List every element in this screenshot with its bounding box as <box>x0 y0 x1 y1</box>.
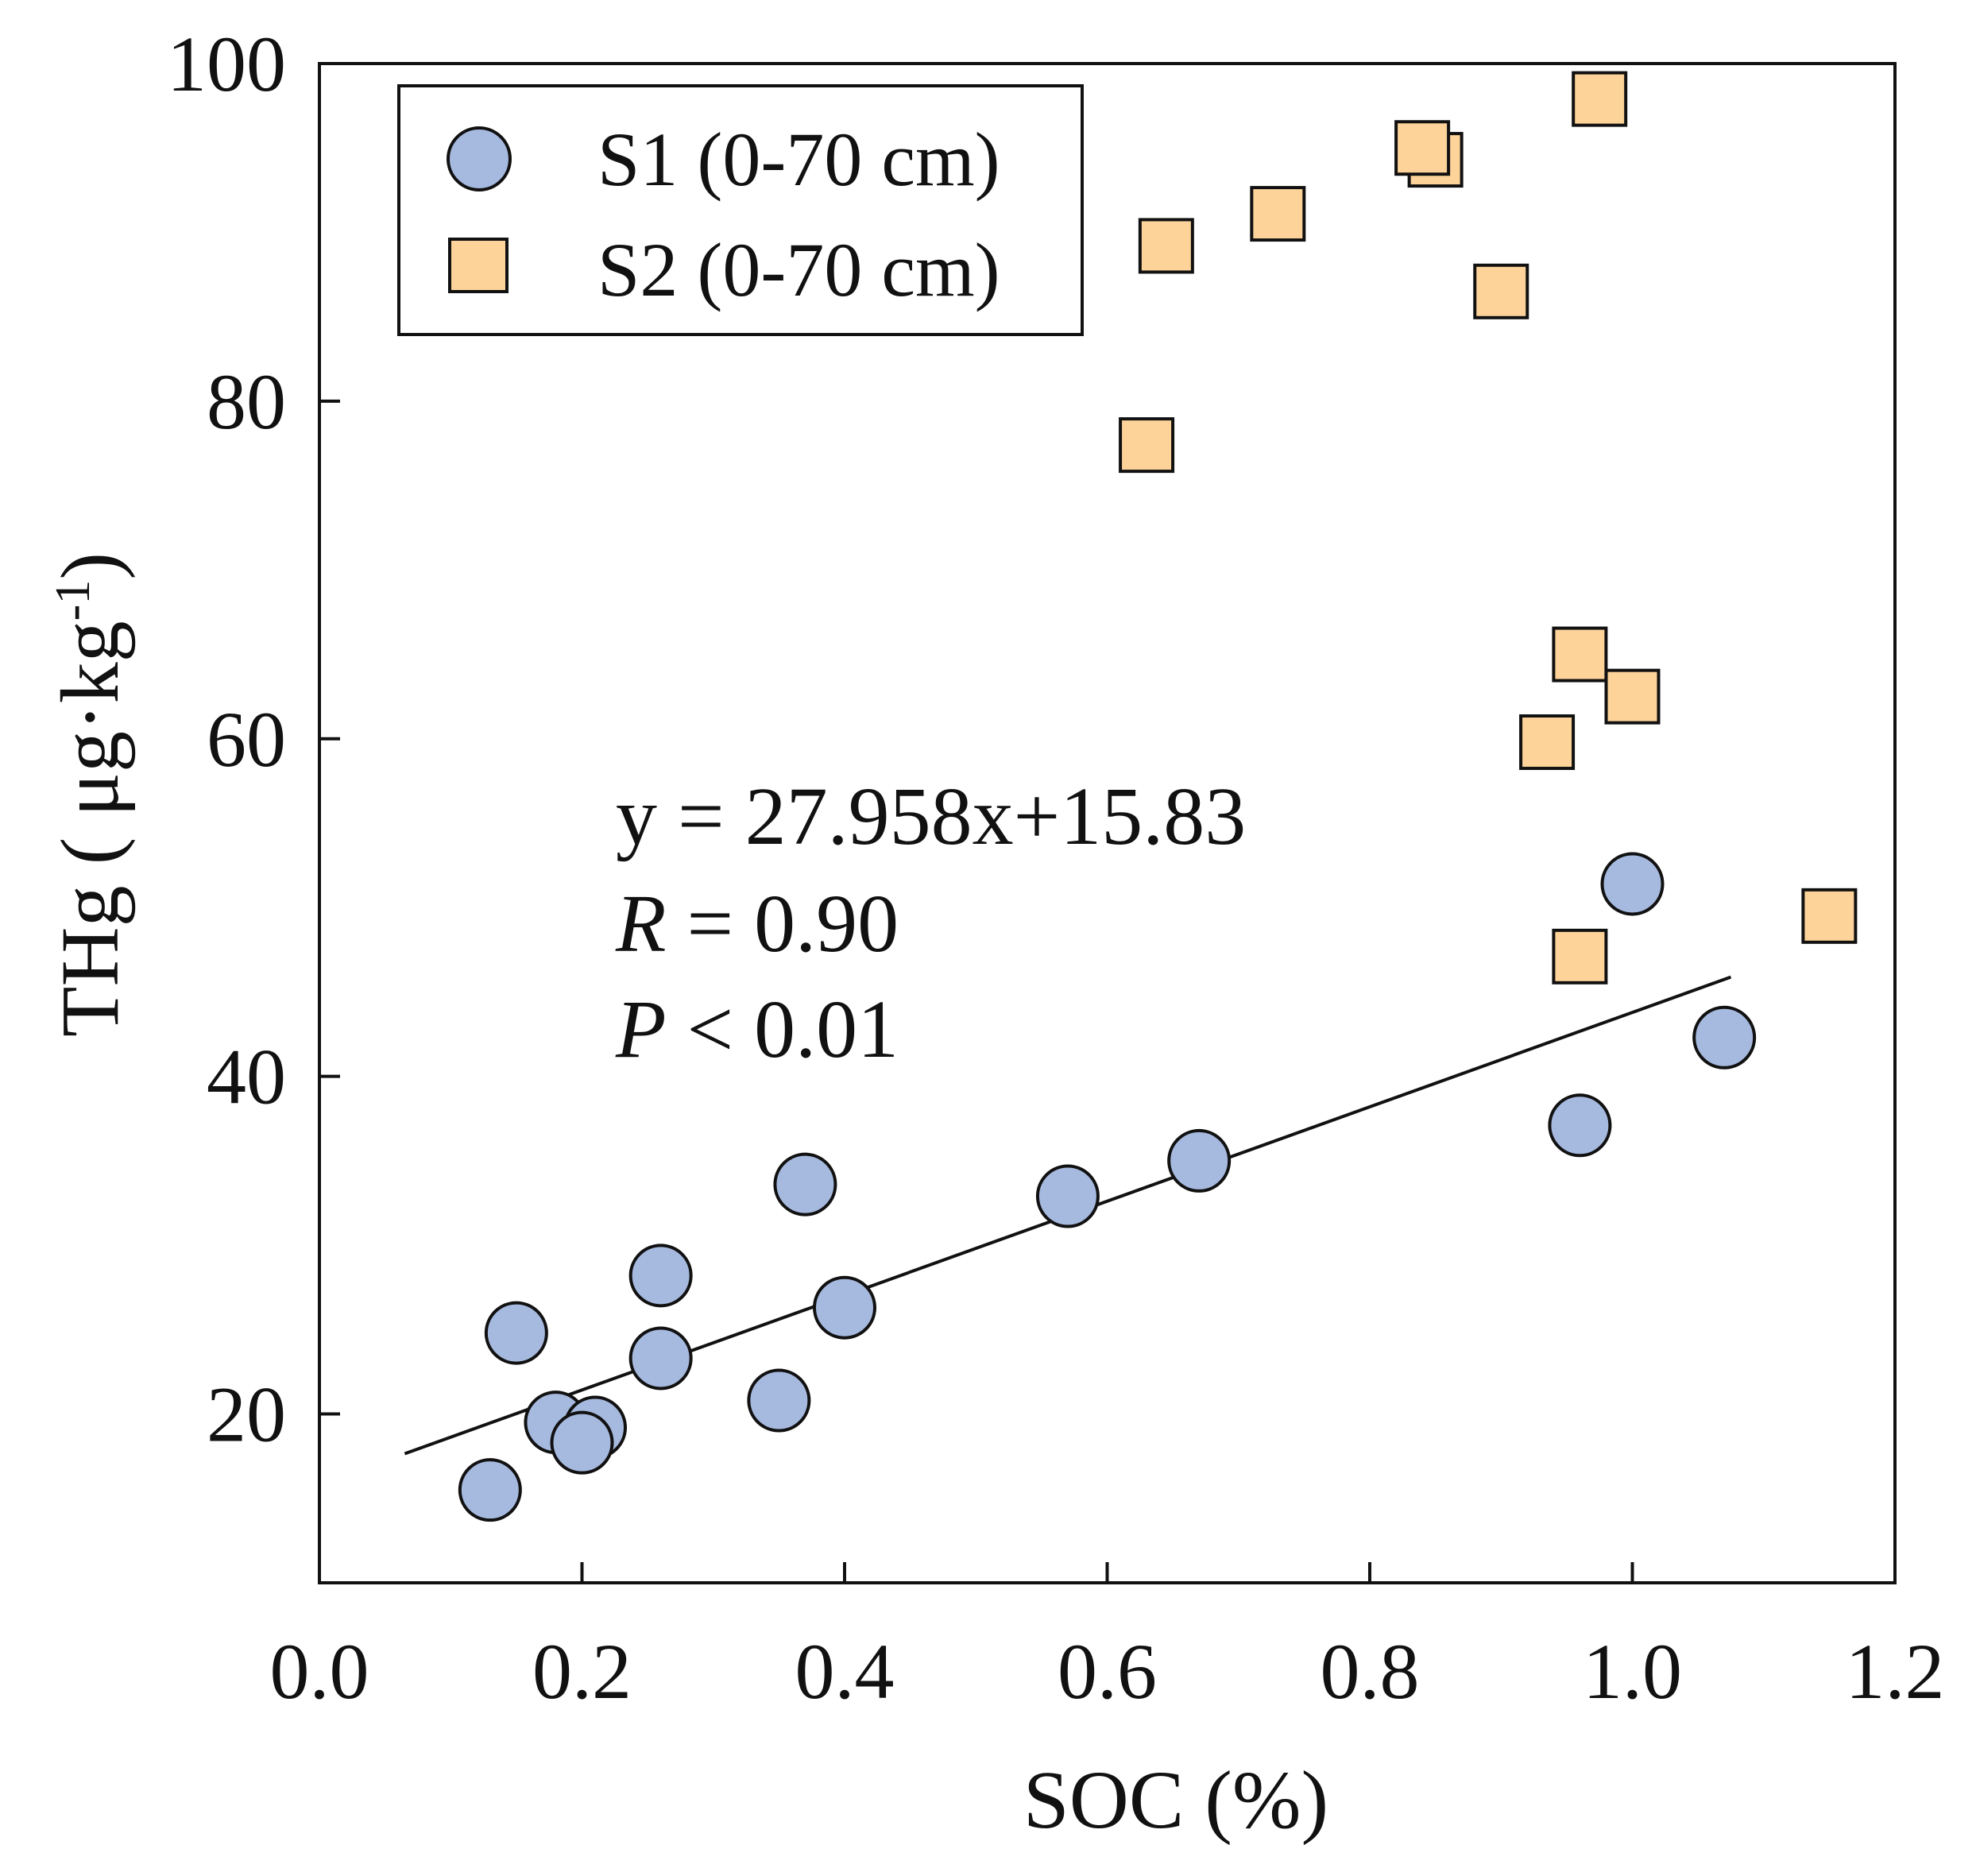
data-point-s2 <box>1473 263 1529 319</box>
series-s2-points <box>1119 71 1858 984</box>
legend-s2-marker <box>448 238 509 293</box>
y-axis-title-sup: -1 <box>46 580 100 621</box>
x-tick-label: 0.2 <box>532 1627 632 1715</box>
legend-s2-label: S2 (0-70 cm) <box>597 227 1000 312</box>
r-symbol: R <box>615 878 667 969</box>
data-point-s2 <box>1604 668 1661 725</box>
x-tick-label: 0.0 <box>270 1627 369 1715</box>
y-axis-title-close: ) <box>44 552 136 580</box>
regression-equation: y = 27.958x+15.83 <box>616 771 1246 862</box>
data-point-s1 <box>550 1410 614 1475</box>
legend-box <box>397 84 1084 336</box>
legend-s1-marker <box>447 126 512 191</box>
data-point-s1 <box>747 1368 811 1433</box>
data-point-s1 <box>813 1275 876 1340</box>
data-point-s1 <box>1600 852 1665 916</box>
data-point-s2 <box>1552 928 1608 984</box>
p-value-text: < 0.01 <box>667 984 899 1075</box>
y-axis-ticks: 20 40 60 80 100 <box>167 20 340 1459</box>
data-point-s1 <box>1167 1128 1232 1193</box>
y-tick-label: 60 <box>207 695 286 783</box>
p-value: P < 0.01 <box>615 984 899 1075</box>
data-point-s2 <box>1552 626 1608 683</box>
x-tick-label: 0.8 <box>1321 1627 1420 1715</box>
x-tick-label: 0.6 <box>1058 1627 1157 1715</box>
x-tick-label: 1.2 <box>1846 1627 1945 1715</box>
r-value: R = 0.90 <box>615 878 899 969</box>
y-tick-label: 100 <box>167 20 286 108</box>
data-point-s1 <box>1548 1093 1612 1158</box>
y-tick-label: 40 <box>207 1033 286 1121</box>
r-value-text: = 0.90 <box>667 878 899 969</box>
legend-s1-label: S1 (0-70 cm) <box>597 117 1000 202</box>
y-axis-title-main: THg ( μg·kg <box>44 621 136 1037</box>
data-point-s2 <box>1394 120 1451 176</box>
y-axis-title: THg ( μg·kg-1) <box>44 552 136 1037</box>
data-point-s2 <box>1572 71 1628 127</box>
data-point-s1 <box>773 1152 837 1216</box>
x-axis-ticks: 0.0 0.2 0.4 0.6 0.8 1.0 1.2 <box>270 1562 1945 1715</box>
p-symbol: P <box>615 984 667 1075</box>
y-tick-label: 20 <box>207 1371 286 1459</box>
x-tick-label: 0.4 <box>795 1627 895 1715</box>
x-tick-label: 1.0 <box>1583 1627 1682 1715</box>
data-point-s2 <box>1519 714 1576 771</box>
x-axis-title: SOC (%) <box>1023 1754 1328 1846</box>
data-point-s1 <box>1692 1005 1757 1070</box>
data-point-s1 <box>628 1326 693 1391</box>
data-point-s1 <box>1035 1164 1100 1228</box>
data-point-s1 <box>484 1301 548 1365</box>
y-tick-label: 80 <box>207 358 286 446</box>
legend: S1 (0-70 cm) S2 (0-70 cm) <box>397 84 1084 336</box>
data-point-s1 <box>458 1458 522 1522</box>
data-point-s2 <box>1138 218 1194 274</box>
data-point-s2 <box>1801 888 1858 944</box>
series-s1-points <box>458 852 1757 1522</box>
data-point-s1 <box>628 1244 693 1308</box>
data-point-s2 <box>1250 186 1306 242</box>
data-point-s2 <box>1119 417 1175 474</box>
